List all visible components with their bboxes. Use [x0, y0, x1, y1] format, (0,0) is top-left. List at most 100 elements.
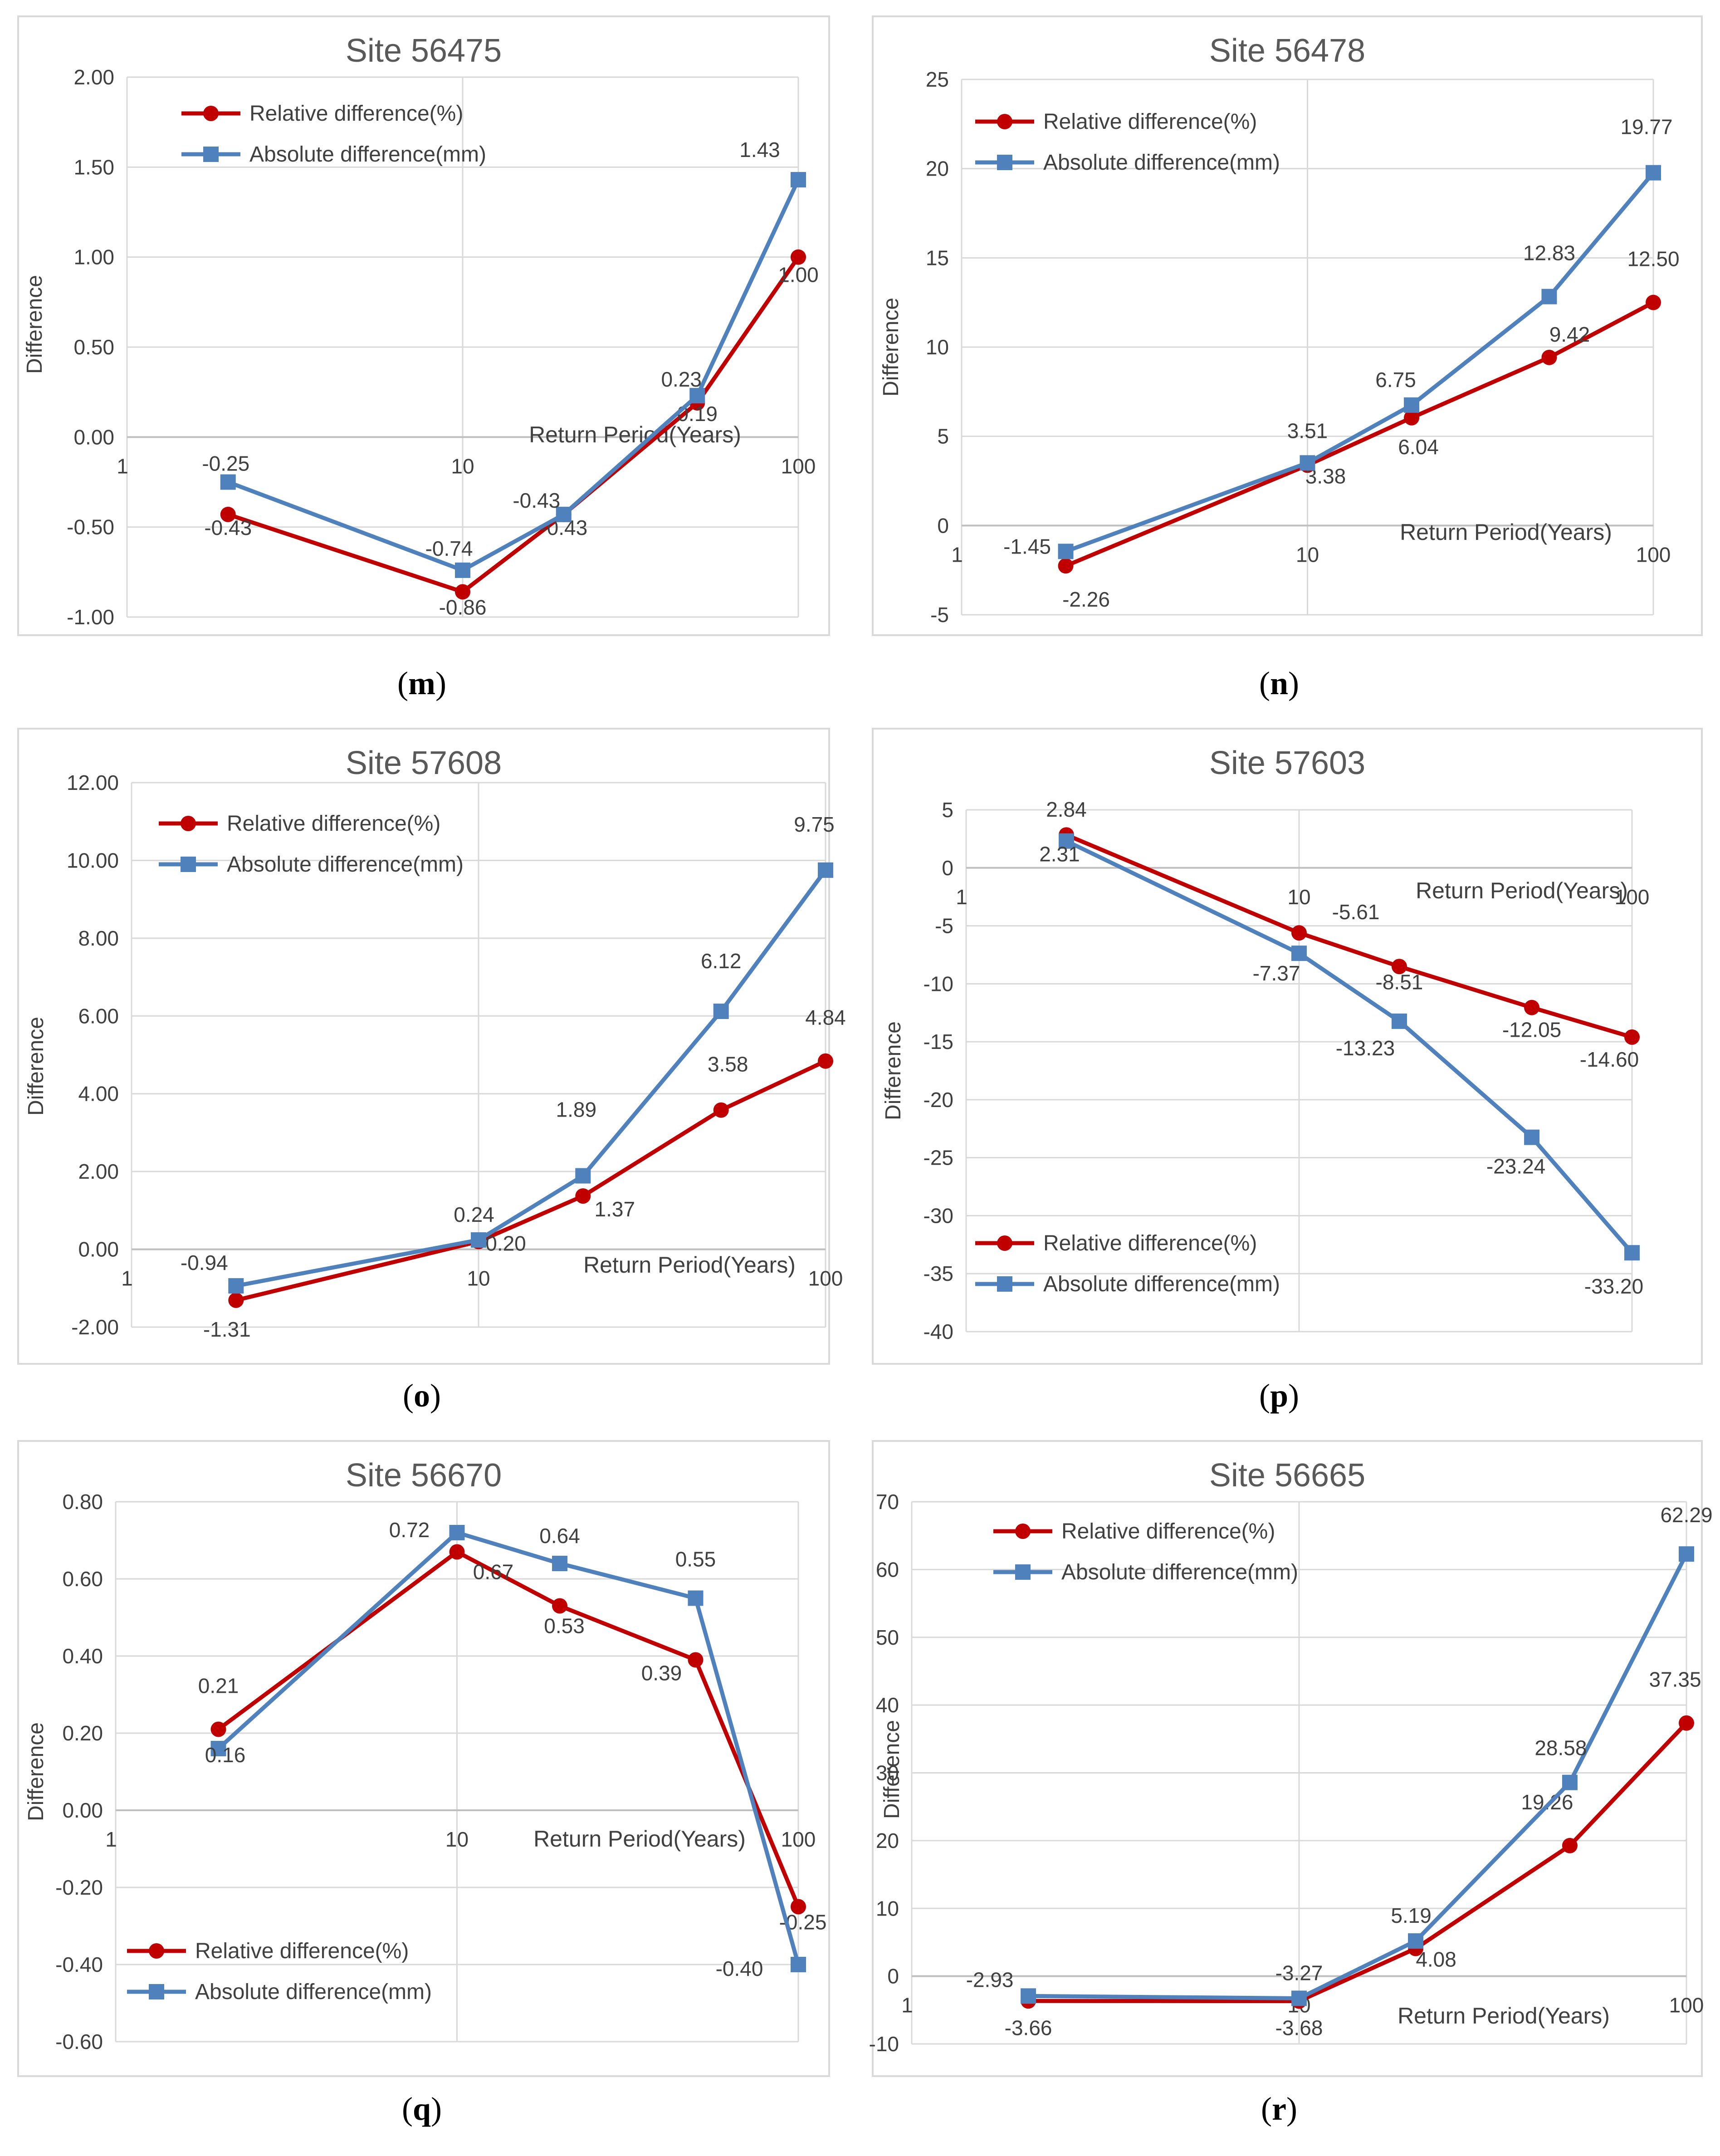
- chart-border: [872, 1440, 1703, 2077]
- chart-panel-m: -1.00 -0.50 0.00 0.50 1.00 1.50 2.00 1 10 100 Site…: [17, 15, 830, 701]
- data-point: [688, 1590, 704, 1606]
- chart-panel-r: -10010203040506070110100Site 56665Differ…: [869, 1440, 1713, 2127]
- y-tick-label: 2.00: [73, 65, 114, 89]
- series-relative: 0.210.670.530.39-0.25: [198, 1544, 826, 1934]
- y-tick-label: 25: [926, 68, 949, 91]
- y-tick-label: 30: [876, 1761, 899, 1785]
- y-tick-label: 70: [876, 1490, 899, 1514]
- data-label: -14.60: [1580, 1048, 1639, 1071]
- data-point: [556, 506, 572, 522]
- legend-marker: [997, 1235, 1012, 1251]
- data-point: [818, 1053, 833, 1069]
- data-label: 5.19: [1391, 1904, 1432, 1927]
- x-axis-title: Return Period(Years): [1398, 2003, 1610, 2029]
- y-axis-title: Difference: [879, 298, 903, 397]
- data-label: -7.37: [1253, 961, 1300, 985]
- data-point: [552, 1556, 568, 1571]
- y-tick-label: 0.00: [78, 1238, 119, 1261]
- panel-caption: (r): [1261, 2091, 1297, 2127]
- y-tick-label: -2.00: [71, 1315, 119, 1339]
- legend-marker: [149, 1943, 164, 1959]
- legend-label: Absolute difference(mm): [195, 1980, 432, 2004]
- x-axis-title: Return Period(Years): [583, 1252, 796, 1278]
- series-relative: -0.43 -0.86 -0.43 0.19 1.00: [204, 249, 819, 619]
- data-label: 9.42: [1549, 323, 1590, 346]
- y-tick-label: 0.40: [62, 1644, 103, 1668]
- y-tick-label: 1.00: [73, 245, 114, 269]
- y-tick-label: -0.40: [55, 1953, 103, 1976]
- y-tick-label: 10: [876, 1896, 899, 1920]
- data-point: [210, 1721, 226, 1737]
- panel-caption: (n): [1259, 665, 1299, 701]
- legend-label: Relative difference(%): [195, 1939, 409, 1963]
- data-point: [449, 1525, 465, 1540]
- y-tick-label: 0: [942, 856, 953, 880]
- data-label: 12.50: [1627, 247, 1679, 271]
- chart-title: Site 56478: [1209, 33, 1365, 69]
- x-tick-label: 1: [951, 543, 963, 566]
- data-label: -5.61: [1332, 900, 1380, 924]
- y-tick-label: -10: [869, 2032, 899, 2056]
- data-label: 0.20: [485, 1231, 526, 1255]
- chart-border: [17, 15, 830, 636]
- chart-panel-n: -5 0 5 10 15 20 25 1 10 100 Site 56478 Difference Re…: [872, 15, 1703, 701]
- data-label: -0.25: [202, 452, 249, 475]
- data-point: [1058, 558, 1074, 574]
- data-label: 19.26: [1521, 1790, 1573, 1814]
- y-tick-label: 20: [876, 1829, 899, 1852]
- data-label: 0.39: [641, 1661, 682, 1685]
- data-label: -0.40: [716, 1957, 763, 1980]
- x-tick-label: 1: [117, 454, 128, 478]
- data-label: 19.77: [1620, 115, 1672, 139]
- data-label: 12.83: [1523, 241, 1575, 265]
- data-label: -0.94: [181, 1251, 228, 1274]
- x-tick-label: 100: [808, 1267, 843, 1290]
- data-label: 2.84: [1046, 798, 1087, 821]
- y-tick-label: 5: [942, 798, 953, 822]
- y-tick-label: -5: [935, 914, 953, 938]
- y-axis-title: Difference: [23, 275, 47, 374]
- data-point: [1404, 397, 1420, 413]
- data-label: 0.53: [544, 1614, 585, 1638]
- data-point: [1391, 959, 1407, 975]
- y-tick-label: -0.60: [55, 2030, 103, 2053]
- y-tick-label: 50: [876, 1626, 899, 1649]
- legend: Relative difference(%) Absolute differenc…: [993, 1519, 1298, 1584]
- data-point: [1291, 925, 1307, 941]
- data-label: 62.29: [1660, 1503, 1712, 1527]
- y-tick-label: 12.00: [67, 771, 119, 794]
- data-label: 1.37: [595, 1197, 635, 1221]
- data-point: [1624, 1029, 1640, 1045]
- data-label: -13.23: [1336, 1036, 1395, 1060]
- series-absolute: 0.16 0.72 0.64 0.55 -0.40: [205, 1518, 806, 1980]
- data-label: -0.43: [513, 489, 560, 512]
- y-tick-label: 1.50: [73, 155, 114, 179]
- panel-caption: (q): [402, 2091, 442, 2127]
- data-point: [1646, 294, 1661, 310]
- legend-label: Absolute difference(mm): [1043, 1272, 1280, 1296]
- data-point: [1021, 1988, 1036, 2004]
- data-point: [228, 1278, 244, 1294]
- data-label: -0.43: [204, 516, 252, 539]
- data-point: [1058, 833, 1074, 849]
- legend-label: Absolute difference(mm): [227, 853, 464, 877]
- data-point: [449, 1544, 465, 1560]
- data-label: 9.75: [794, 813, 835, 836]
- y-tick-label: 20: [926, 157, 949, 181]
- y-tick-label: 0.50: [73, 335, 114, 359]
- y-tick-label: -35: [924, 1262, 953, 1285]
- legend-marker: [203, 147, 219, 162]
- y-tick-label: -15: [924, 1030, 953, 1054]
- legend-marker: [997, 114, 1012, 129]
- x-tick-label: 100: [1636, 543, 1671, 566]
- data-label: 6.75: [1375, 368, 1416, 392]
- data-label: 0.16: [205, 1743, 246, 1767]
- chart-border: [17, 1440, 830, 2077]
- data-label: 28.58: [1534, 1736, 1587, 1760]
- legend-label: Absolute difference(mm): [1061, 1560, 1298, 1584]
- legend-label: Absolute difference(mm): [249, 142, 486, 167]
- data-point: [1058, 544, 1074, 559]
- data-point: [552, 1598, 568, 1614]
- data-point: [713, 1004, 729, 1019]
